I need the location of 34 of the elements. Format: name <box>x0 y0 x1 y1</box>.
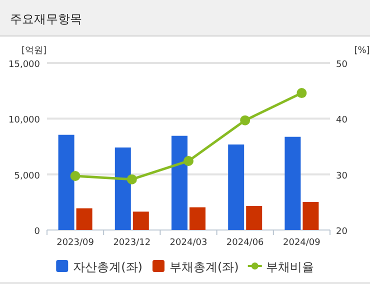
bar <box>284 136 301 230</box>
x-tick-label: 2023/09 <box>56 238 94 248</box>
bar <box>132 212 149 230</box>
y-tick-label: 15,000 <box>8 60 40 70</box>
x-tick-label: 2024/03 <box>170 238 208 248</box>
legend-label: 자산총계(좌) <box>73 260 142 274</box>
y-tick-label: 10,000 <box>8 116 40 126</box>
bar <box>172 136 188 230</box>
bar <box>246 206 262 230</box>
y2-tick-label: 50 <box>336 60 348 70</box>
bar <box>114 148 131 230</box>
y2-tick-label: 20 <box>336 227 348 237</box>
point <box>296 88 307 98</box>
y2-tick-label: 30 <box>336 171 348 182</box>
x-tick-label: 2024/06 <box>226 238 264 248</box>
chart-title: 주요재무항목 <box>10 12 82 26</box>
y-tick-label: 0 <box>34 227 40 237</box>
point <box>70 171 80 182</box>
point <box>240 115 250 126</box>
bar <box>76 208 92 230</box>
x-tick-label: 2023/12 <box>113 238 151 248</box>
bar <box>302 202 319 230</box>
y2-tick-label: 40 <box>336 116 348 126</box>
y-axis-title: [억원] <box>21 46 47 56</box>
bar <box>228 144 244 230</box>
y2-axis-title: [%] <box>354 46 370 56</box>
point <box>184 156 194 166</box>
bar <box>190 207 206 230</box>
bar <box>58 134 74 230</box>
y-tick-label: 5,000 <box>14 171 40 182</box>
x-tick-label: 2024/09 <box>283 238 321 248</box>
legend-label: 부채비율 <box>266 260 314 274</box>
legend-label: 부채총계(좌) <box>170 260 239 274</box>
point <box>126 174 137 184</box>
